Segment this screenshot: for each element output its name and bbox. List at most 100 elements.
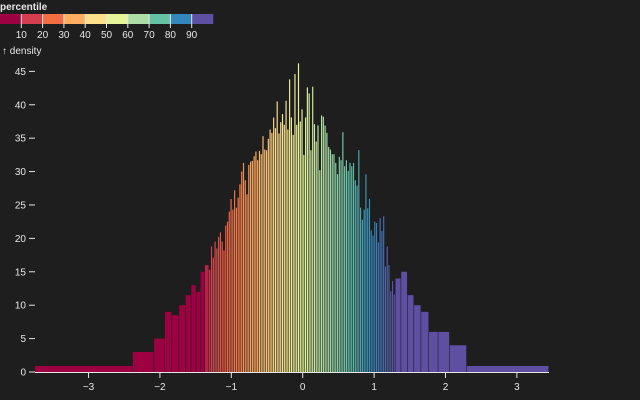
histogram-bar	[218, 237, 220, 372]
histogram-bar	[329, 149, 332, 372]
legend-tick-label: 70	[144, 30, 156, 41]
x-tick-label: −3	[83, 382, 95, 393]
histogram-bar	[315, 141, 317, 372]
y-tick-label: 5	[20, 334, 26, 345]
histogram-bar	[274, 128, 277, 372]
histogram-bar	[351, 166, 353, 372]
histogram-bar	[466, 365, 549, 372]
histogram-bar	[265, 150, 268, 372]
histogram-bar	[352, 162, 355, 372]
histogram-bar	[204, 265, 209, 372]
histogram-bar	[319, 170, 321, 372]
y-tick-label: 0	[20, 368, 26, 379]
histogram-bar	[429, 331, 438, 372]
histogram-bar	[251, 160, 253, 372]
histogram-bar	[267, 138, 269, 372]
histogram-bar	[388, 265, 390, 372]
legend-swatch	[191, 14, 214, 24]
histogram-bar	[372, 235, 374, 372]
histogram-bar	[264, 149, 266, 372]
histogram-bar	[377, 242, 379, 372]
histogram-bar	[386, 246, 388, 372]
histogram-bar	[248, 164, 250, 372]
x-tick-label: −2	[154, 382, 166, 393]
histogram-bar	[281, 114, 284, 373]
histogram-bar	[196, 291, 201, 372]
histogram-bar	[179, 305, 186, 372]
histogram-bar	[344, 166, 346, 372]
histogram-bar	[414, 305, 421, 372]
histogram-bar	[132, 351, 154, 372]
histogram-bar	[287, 129, 289, 372]
histogram-bar	[289, 79, 291, 372]
histogram-bar	[35, 365, 133, 372]
histogram-bar	[338, 156, 340, 372]
legend-swatch	[0, 14, 22, 24]
histogram-bar	[164, 311, 172, 372]
histogram-bar	[381, 231, 383, 372]
histogram-bar	[280, 122, 282, 372]
histogram-bar	[383, 216, 385, 372]
x-axis: −3 −2 −1 0 1 2 3	[35, 372, 549, 393]
legend-color-scale	[0, 14, 214, 24]
histogram-bar	[237, 197, 239, 372]
histogram-bar	[255, 151, 257, 372]
legend-swatch	[21, 14, 43, 24]
histogram-bar	[379, 218, 381, 372]
y-tick-label: 45	[15, 67, 27, 78]
y-axis: 0 5 10 15 20 25 30 35 40 45	[15, 67, 35, 379]
histogram-bar	[230, 198, 232, 372]
histogram-bar	[342, 132, 344, 372]
histogram-bar	[370, 230, 372, 372]
legend-swatch	[63, 14, 86, 24]
histogram-bar	[312, 86, 314, 372]
histogram-bar	[375, 223, 378, 372]
histogram-bar	[331, 154, 333, 372]
legend-swatch	[170, 14, 192, 24]
legend-tick-label: 50	[101, 30, 113, 41]
histogram-bar	[349, 162, 351, 372]
histogram-bar	[232, 209, 234, 372]
legend-tick-label: 80	[165, 30, 177, 41]
legend-tick-label: 30	[58, 30, 70, 41]
histogram-bar	[244, 180, 246, 372]
histogram-bar	[310, 150, 312, 372]
x-tick-label: 2	[443, 382, 449, 393]
x-tick-label: 1	[371, 382, 377, 393]
histogram-bar	[221, 241, 223, 372]
legend-tick-label: 10	[16, 30, 28, 41]
legend-tick-label: 20	[37, 30, 49, 41]
histogram-bar	[395, 278, 401, 372]
histogram-bar	[191, 285, 196, 372]
histogram-bar	[209, 269, 211, 372]
histogram-bar	[235, 207, 237, 372]
histogram-bar	[407, 295, 414, 372]
histogram-bar	[225, 225, 227, 372]
histogram-bar	[328, 146, 330, 372]
histogram-bar	[322, 116, 324, 372]
histogram-bar	[301, 109, 303, 372]
histogram-bar	[250, 161, 252, 372]
histogram-bar	[305, 117, 307, 373]
y-tick-label: 20	[15, 234, 27, 245]
histogram-bar	[234, 190, 236, 372]
x-tick-label: 3	[514, 382, 520, 393]
histogram-bar	[258, 150, 261, 372]
histogram-bar	[257, 160, 259, 372]
y-tick-label: 10	[15, 301, 27, 312]
histogram-bar	[306, 87, 308, 373]
histogram-bar	[185, 295, 191, 372]
legend-swatch	[42, 14, 65, 24]
legend-tick-label: 40	[80, 30, 92, 41]
y-tick-label: 15	[15, 267, 27, 278]
histogram-bar	[216, 248, 218, 372]
histogram-bar	[324, 125, 326, 372]
histogram-bar	[438, 331, 450, 372]
histogram-bar	[384, 266, 387, 372]
histogram-bar	[320, 115, 323, 373]
histogram-bar	[283, 124, 285, 372]
histogram-bar	[223, 250, 225, 372]
histogram-bar	[313, 124, 316, 372]
histogram-bar	[253, 156, 255, 372]
